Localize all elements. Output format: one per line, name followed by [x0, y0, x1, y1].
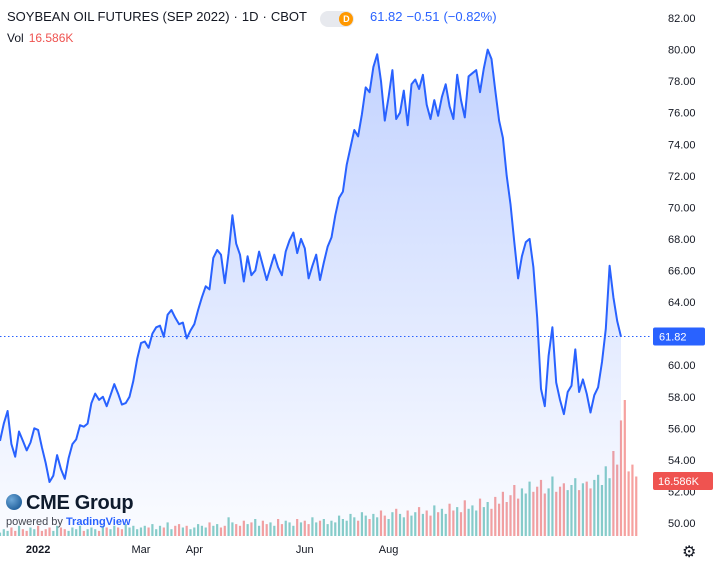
y-axis: 82.00 80.00 78.00 76.00 74.00 72.00 70.00 68.00…	[668, 13, 696, 530]
x-tick-label: Mar	[131, 544, 150, 556]
y-tick-label: 76.00	[668, 108, 696, 120]
y-tick-label: 82.00	[668, 13, 696, 25]
price-change: −0.51	[406, 9, 440, 24]
logo-text: CME Group	[26, 492, 134, 514]
volume-tag-bg	[653, 472, 713, 490]
delayed-badge-letter: D	[339, 11, 354, 26]
x-tick-label: Aug	[379, 544, 399, 556]
y-tick-label: 74.00	[668, 139, 696, 151]
y-tick-label: 50.00	[668, 518, 696, 530]
x-tick-label: 2022	[26, 544, 50, 556]
symbol-title[interactable]: SOYBEAN OIL FUTURES (SEP 2022)	[7, 9, 230, 24]
y-tick-label: 70.00	[668, 202, 696, 214]
y-tick-label: 60.00	[668, 360, 696, 372]
price-line	[0, 48, 622, 483]
volume-legend-label: Vol	[7, 31, 24, 45]
x-axis: 2022 Mar Apr Jun Aug	[26, 544, 399, 556]
x-tick-label: Jun	[296, 544, 314, 556]
y-tick-label: 64.00	[668, 297, 696, 309]
symbol-header: SOYBEAN OIL FUTURES (SEP 2022) · 1D · CBOT D…	[7, 9, 501, 27]
price-area-fill	[0, 49, 621, 536]
exchange-label: CBOT	[270, 9, 307, 24]
volume-tag: 16.586K	[653, 472, 713, 490]
delayed-data-badge[interactable]: D	[320, 10, 355, 27]
y-tick-label: 78.00	[668, 76, 696, 88]
x-tick-label: Apr	[186, 544, 203, 556]
price-tag-bg	[653, 327, 705, 346]
volume-bar	[623, 400, 626, 536]
volume-bar	[631, 464, 634, 536]
volume-legend: Vol 16.586K	[7, 31, 73, 45]
last-price: 61.82	[369, 9, 403, 24]
price-tag: 61.82	[653, 327, 705, 346]
volume-bar	[627, 471, 630, 536]
volume-tag-label: 16.586K	[658, 476, 700, 488]
price-change-percent: (−0.82%)	[443, 9, 497, 24]
interval-label[interactable]: 1D	[241, 9, 259, 24]
volume-legend-value: 16.586K	[28, 31, 74, 45]
y-tick-label: 66.00	[668, 266, 696, 278]
settings-gear-icon[interactable]: ⚙	[682, 544, 697, 561]
y-tick-label: 58.00	[668, 392, 696, 404]
y-tick-label: 80.00	[668, 45, 696, 57]
volume-bar	[635, 476, 638, 536]
cme-group-logo[interactable]: CME Group powered by TradingView	[6, 492, 134, 528]
powered-by-text: powered by	[6, 516, 63, 528]
y-tick-label: 68.00	[668, 234, 696, 246]
cme-globe-icon	[6, 494, 22, 510]
y-tick-label: 54.00	[668, 455, 696, 467]
y-tick-label: 72.00	[668, 171, 696, 183]
y-tick-label: 56.00	[668, 423, 696, 435]
tradingview-link[interactable]: TradingView	[65, 516, 131, 528]
price-tag-label: 61.82	[659, 331, 687, 343]
quote-values: 61.82 −0.51 (−0.82%)	[370, 9, 501, 24]
